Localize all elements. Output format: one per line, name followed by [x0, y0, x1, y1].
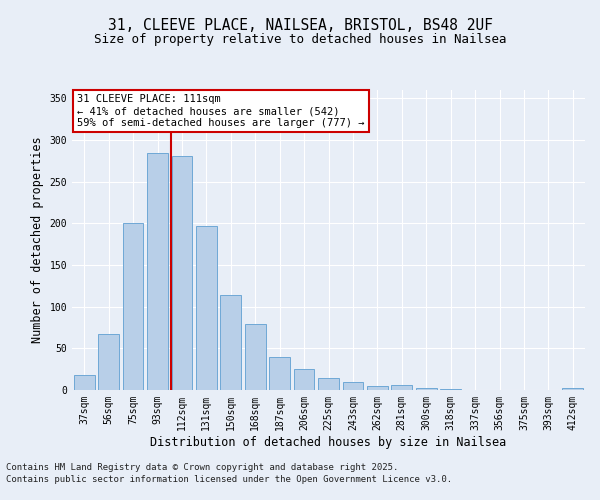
Bar — [318, 378, 339, 390]
Bar — [391, 385, 412, 390]
Bar — [416, 388, 437, 390]
Bar — [293, 369, 314, 390]
Bar — [562, 388, 583, 390]
Bar — [74, 375, 95, 390]
Bar — [269, 356, 290, 390]
Bar — [440, 389, 461, 390]
Bar — [220, 295, 241, 390]
Bar — [196, 226, 217, 390]
Bar — [367, 386, 388, 390]
Text: 31, CLEEVE PLACE, NAILSEA, BRISTOL, BS48 2UF: 31, CLEEVE PLACE, NAILSEA, BRISTOL, BS48… — [107, 18, 493, 32]
Bar — [122, 224, 143, 390]
Text: 31 CLEEVE PLACE: 111sqm
← 41% of detached houses are smaller (542)
59% of semi-d: 31 CLEEVE PLACE: 111sqm ← 41% of detache… — [77, 94, 365, 128]
Text: Contains HM Land Registry data © Crown copyright and database right 2025.: Contains HM Land Registry data © Crown c… — [6, 462, 398, 471]
Bar — [245, 324, 266, 390]
Bar — [147, 154, 168, 390]
X-axis label: Distribution of detached houses by size in Nailsea: Distribution of detached houses by size … — [151, 436, 506, 448]
Text: Contains public sector information licensed under the Open Government Licence v3: Contains public sector information licen… — [6, 475, 452, 484]
Text: Size of property relative to detached houses in Nailsea: Size of property relative to detached ho… — [94, 32, 506, 46]
Y-axis label: Number of detached properties: Number of detached properties — [31, 136, 44, 344]
Bar — [172, 156, 193, 390]
Bar — [343, 382, 364, 390]
Bar — [98, 334, 119, 390]
